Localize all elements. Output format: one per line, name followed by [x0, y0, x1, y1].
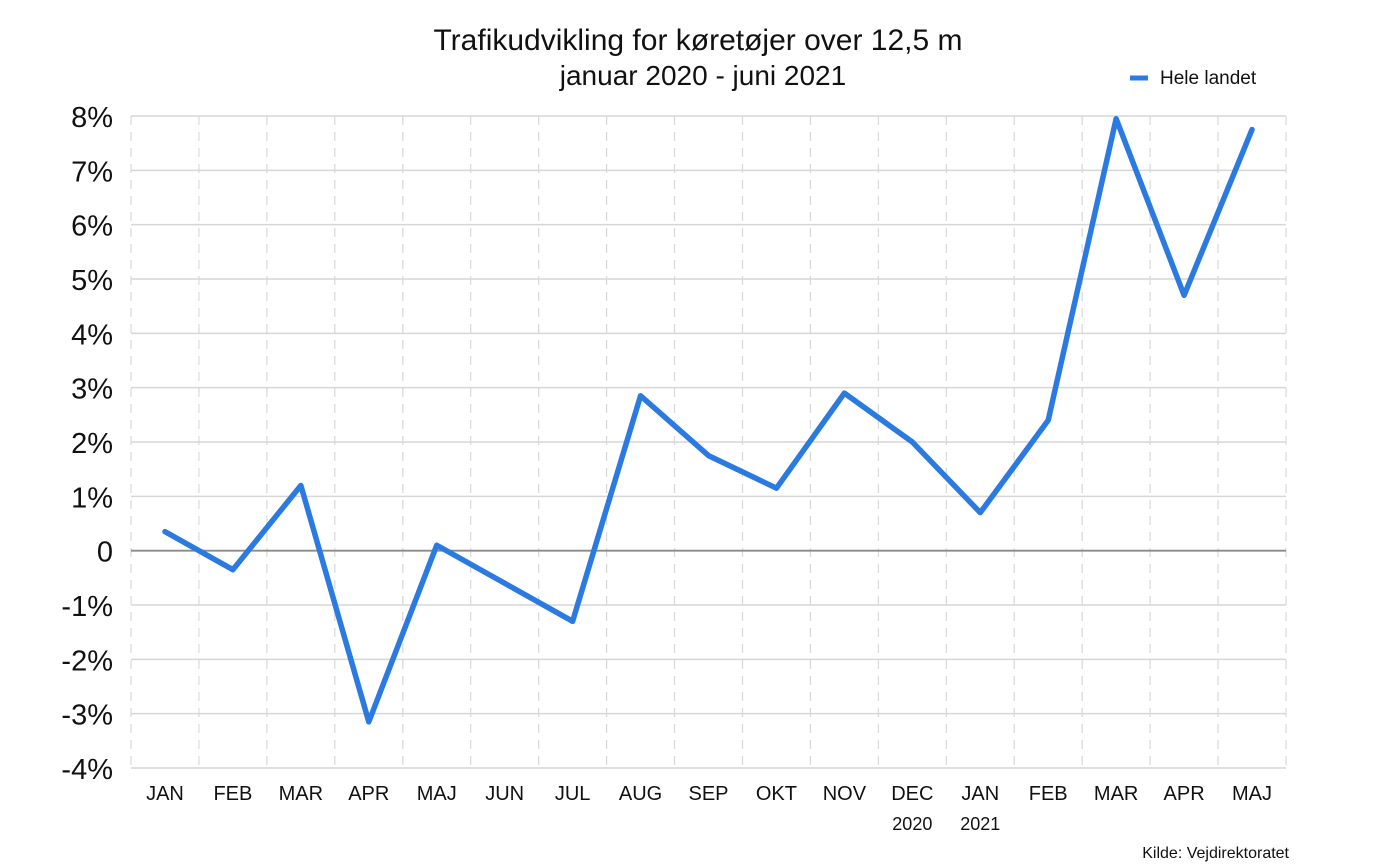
- y-tick-label: 4%: [71, 319, 113, 351]
- plot-area: 8% 7% 6% 5% 4% 3% 2% 1% 0 -1% -2% -3% -4% JAN FEB MAR AP…: [61, 102, 1287, 834]
- y-tick-label: 8%: [71, 102, 113, 134]
- x-tick-label: SEP: [688, 783, 728, 805]
- data-point: [570, 619, 575, 624]
- x-tick-label: APR: [1164, 783, 1205, 805]
- series-line-hele-landet: [162, 115, 1255, 725]
- legend: Hele landet: [1130, 68, 1257, 89]
- x-tick-label: FEB: [213, 783, 252, 805]
- y-tick-label: 5%: [71, 265, 113, 297]
- x-year-label: 2021: [960, 814, 1000, 834]
- x-tick-label: MAJ: [1232, 783, 1272, 805]
- y-tick-label: 1%: [71, 482, 113, 514]
- data-point: [638, 393, 643, 399]
- data-point: [910, 439, 915, 445]
- x-tick-label: NOV: [823, 783, 867, 805]
- chart-subtitle: januar 2020 - juni 2021: [559, 60, 846, 91]
- x-year-label: 2020: [892, 814, 932, 834]
- y-tick-label: -4%: [61, 754, 113, 786]
- x-tick-label: AUG: [619, 783, 662, 805]
- chart-title: Trafikudvikling for køretøjer over 12,5 …: [433, 24, 962, 57]
- x-tick-label: JAN: [961, 783, 999, 805]
- x-tick-label: FEB: [1029, 783, 1068, 805]
- data-point: [230, 567, 236, 572]
- x-tick-label: APR: [348, 783, 389, 805]
- data-point: [978, 510, 983, 515]
- y-tick-label: -1%: [61, 591, 113, 623]
- y-tick-label: -2%: [61, 645, 113, 677]
- y-tick-label: 0: [97, 537, 113, 569]
- data-point: [842, 390, 847, 396]
- legend-label-hele-landet: Hele landet: [1160, 68, 1257, 89]
- data-point: [1046, 418, 1051, 423]
- y-tick-label: 3%: [71, 374, 113, 406]
- data-point: [298, 483, 304, 488]
- y-tick-label: 6%: [71, 211, 113, 243]
- data-point: [366, 719, 371, 725]
- data-point: [1181, 293, 1187, 298]
- x-tick-label: DEC: [891, 783, 933, 805]
- data-point: [162, 529, 168, 534]
- x-tick-label: JUN: [485, 783, 524, 805]
- y-tick-label: -3%: [61, 700, 113, 732]
- data-point: [1113, 116, 1119, 121]
- data-point: [502, 581, 507, 586]
- source-note: Kilde: Vejdirektoratet: [1142, 845, 1289, 862]
- data-point: [774, 485, 779, 491]
- x-tick-label: OKT: [756, 783, 797, 805]
- x-tick-label: MAJ: [417, 783, 457, 805]
- y-tick-label: 7%: [71, 156, 113, 188]
- y-tick-label: 2%: [71, 428, 113, 460]
- data-point: [1249, 127, 1255, 132]
- data-point: [706, 453, 711, 458]
- x-tick-label: MAR: [279, 783, 323, 805]
- x-tick-label: JUL: [555, 783, 591, 805]
- x-tick-label: JAN: [146, 783, 184, 805]
- x-tick-label: MAR: [1094, 783, 1138, 805]
- data-point: [434, 543, 439, 548]
